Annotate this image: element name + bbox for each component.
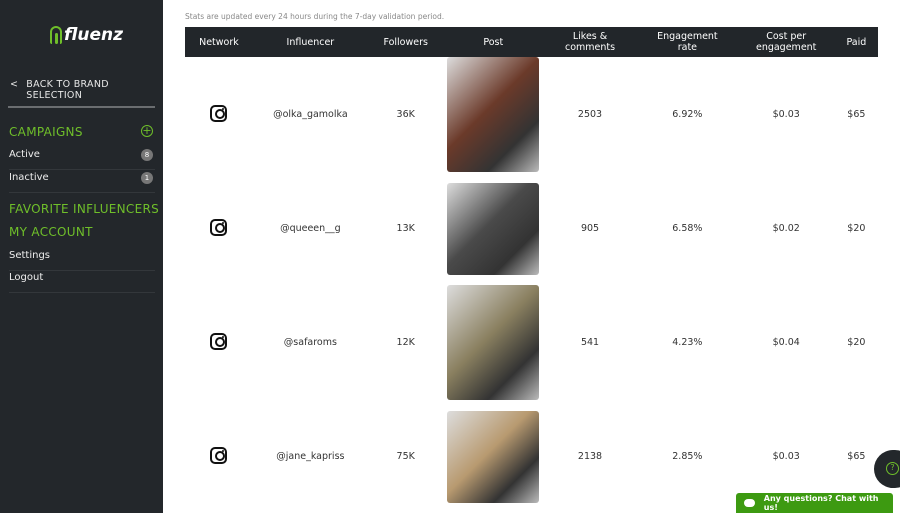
- likes-comments: 2503: [577, 109, 603, 120]
- followers: 36K: [396, 109, 415, 120]
- sidebar: fluenz < BACK TO BRAND SELECTION CAMPAIGN…: [0, 0, 163, 513]
- question-icon: ?: [886, 462, 899, 475]
- campaigns-heading[interactable]: CAMPAIGNS: [9, 125, 83, 139]
- table-row: @jane_kapriss 75K 2138 2.85% $0.03 $65: [185, 400, 878, 513]
- post-thumbnail[interactable]: [447, 410, 540, 503]
- chat-label: Any questions? Chat with us!: [763, 494, 879, 512]
- item-label: Inactive: [9, 172, 49, 183]
- chat-button[interactable]: Any questions? Chat with us!: [736, 493, 893, 513]
- sidebar-item-inactive[interactable]: Inactive 1: [9, 171, 155, 193]
- sidebar-item-active[interactable]: Active 8: [9, 148, 155, 170]
- post-cell: [444, 400, 543, 513]
- count-badge: 8: [141, 149, 153, 161]
- divider: [8, 106, 155, 108]
- influencer-table: Network Influencer Followers Post Likes …: [185, 27, 878, 513]
- logo-icon: [50, 26, 62, 44]
- count-badge: 1: [141, 172, 153, 184]
- followers: 75K: [396, 451, 415, 462]
- header-network: Network: [185, 27, 253, 57]
- post-thumbnail[interactable]: [447, 182, 540, 275]
- header-influencer: Influencer: [252, 27, 368, 57]
- table-row: @olka_gamolka 36K 2503 6.92% $0.03 $65: [185, 57, 878, 172]
- chat-bubble-icon: [744, 499, 755, 507]
- my-account-heading[interactable]: MY ACCOUNT: [9, 225, 93, 239]
- cost-per-engagement: $0.03: [772, 109, 800, 120]
- followers: 12K: [396, 337, 415, 348]
- cost-per-engagement: $0.04: [772, 337, 800, 348]
- header-paid: Paid: [834, 27, 878, 57]
- likes-comments: 905: [580, 223, 600, 234]
- influencer-handle[interactable]: @safaroms: [283, 337, 337, 348]
- instagram-icon: [210, 218, 228, 236]
- engagement-rate: 6.92%: [672, 109, 703, 120]
- paid: $65: [847, 451, 866, 462]
- influencer-handle[interactable]: @jane_kapriss: [276, 451, 345, 462]
- paid: $20: [847, 223, 866, 234]
- header-cost: Cost per engagement: [737, 27, 835, 57]
- likes-comments: 541: [580, 337, 600, 348]
- likes-comments: 2138: [577, 451, 603, 462]
- cost-per-engagement: $0.03: [772, 451, 800, 462]
- fluenz-logo[interactable]: fluenz: [50, 25, 123, 45]
- post-cell: [444, 57, 543, 172]
- influencer-handle[interactable]: @olka_gamolka: [273, 109, 348, 120]
- network-cell: [185, 172, 253, 285]
- item-label: Active: [9, 149, 40, 160]
- network-cell: [185, 400, 253, 513]
- engagement-rate: 2.85%: [672, 451, 703, 462]
- stats-note: Stats are updated every 24 hours during …: [185, 12, 445, 21]
- sidebar-item-logout[interactable]: Logout: [9, 271, 155, 293]
- engagement-rate: 6.58%: [672, 223, 703, 234]
- post-thumbnail[interactable]: [447, 285, 540, 400]
- back-label: BACK TO BRAND SELECTION: [26, 79, 109, 101]
- instagram-icon: [210, 332, 228, 350]
- header-engagement: Engagement rate: [637, 27, 738, 57]
- chevron-left-icon: <: [10, 79, 19, 90]
- paid: $20: [847, 337, 866, 348]
- table-row: @safaroms 12K 541 4.23% $0.04 $20: [185, 285, 878, 400]
- paid: $65: [847, 109, 866, 120]
- header-followers: Followers: [367, 27, 444, 57]
- add-campaign-icon[interactable]: +: [141, 124, 153, 137]
- post-cell: [444, 285, 543, 400]
- header-likes: Likes & comments: [542, 27, 638, 57]
- help-button[interactable]: ?: [874, 450, 900, 488]
- header-post: Post: [443, 27, 543, 57]
- logo-text: fluenz: [64, 25, 124, 45]
- instagram-icon: [210, 446, 228, 464]
- influencer-handle[interactable]: @queeen__g: [280, 223, 341, 234]
- engagement-rate: 4.23%: [672, 337, 703, 348]
- post-thumbnail[interactable]: [447, 57, 540, 172]
- back-to-brand-selection[interactable]: < BACK TO BRAND SELECTION: [10, 79, 163, 101]
- table-row: @queeen__g 13K 905 6.58% $0.02 $20: [185, 172, 878, 285]
- post-cell: [444, 172, 543, 285]
- cost-per-engagement: $0.02: [772, 223, 800, 234]
- network-cell: [185, 57, 253, 172]
- sidebar-item-settings[interactable]: Settings: [9, 249, 155, 271]
- instagram-icon: [210, 104, 228, 122]
- network-cell: [185, 285, 253, 400]
- followers: 13K: [396, 223, 415, 234]
- favorite-influencers-link[interactable]: FAVORITE INFLUENCERS: [9, 202, 160, 216]
